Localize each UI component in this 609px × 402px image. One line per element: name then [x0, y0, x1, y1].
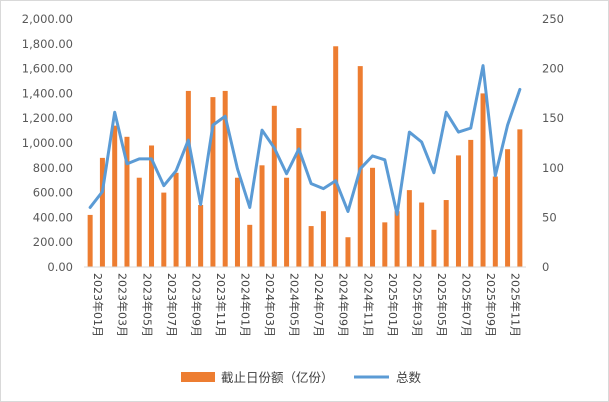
bar-shares	[345, 237, 351, 267]
bar-shares	[419, 202, 425, 267]
bar-shares	[124, 136, 130, 267]
bar-shares	[87, 214, 93, 267]
bar-shares	[271, 105, 277, 267]
y-left-tick-label: 800.00	[33, 161, 73, 175]
x-tick-label: 2023年05月	[140, 273, 154, 337]
bar-shares	[382, 222, 388, 267]
y-left-tick-label: 1,000.00	[22, 136, 73, 150]
y-left-tick-label: 1,600.00	[22, 62, 73, 76]
bar-shares	[136, 177, 142, 267]
y-right-tick-label: 250	[542, 12, 564, 26]
x-tick-label: 2025年01月	[386, 273, 400, 337]
x-tick-label: 2023年01月	[91, 273, 105, 337]
x-tick-label: 2023年09月	[189, 273, 203, 337]
y-right-tick-label: 100	[542, 161, 564, 175]
bar-shares	[173, 172, 179, 267]
bar-shares	[431, 229, 437, 267]
bar-shares	[308, 226, 314, 267]
bar-shares	[443, 200, 449, 267]
x-tick-label: 2023年03月	[116, 273, 130, 337]
y-left-tick-label: 2,000.00	[22, 12, 73, 26]
x-tick-label: 2024年05月	[288, 273, 302, 337]
bar-shares	[394, 211, 400, 267]
bar-shares	[370, 167, 376, 267]
y-left-tick-label: 200.00	[33, 235, 73, 249]
y-left-tick-label: 1,200.00	[22, 111, 73, 125]
x-tick-label: 2024年03月	[263, 273, 277, 337]
bar-shares	[296, 128, 302, 267]
bar-shares	[185, 90, 191, 267]
y-left-tick-label: 600.00	[33, 186, 73, 200]
x-tick-label: 2024年11月	[361, 273, 375, 337]
line-total-count	[88, 64, 522, 216]
x-tick-label: 2024年09月	[337, 273, 351, 337]
legend-bar-swatch	[181, 372, 215, 382]
legend-bar-label: 截止日份额（亿份）	[221, 370, 334, 385]
bar-shares	[480, 93, 486, 268]
bar-shares	[99, 157, 105, 267]
bar-shares	[247, 224, 253, 267]
bar-shares	[455, 155, 461, 267]
bar-shares	[112, 125, 118, 267]
x-tick-label: 2025年05月	[435, 273, 449, 337]
bar-shares	[468, 139, 474, 267]
bar-shares	[161, 192, 167, 267]
y-right-tick-label: 200	[542, 62, 564, 76]
bar-shares	[259, 165, 265, 267]
y-left-tick-label: 1,400.00	[22, 86, 73, 100]
x-tick-label: 2025年07月	[459, 273, 473, 337]
x-tick-label: 2023年11月	[214, 273, 228, 337]
bar-shares	[320, 211, 326, 267]
bar-shares	[333, 46, 339, 267]
bar-shares	[517, 129, 523, 267]
bar-shares	[357, 66, 363, 268]
y-left-tick-label: 0.00	[47, 260, 73, 274]
bar-shares	[284, 177, 290, 267]
bar-shares	[210, 97, 216, 268]
bar-shares	[505, 149, 511, 267]
y-right-tick-label: 50	[542, 210, 557, 224]
x-tick-label: 2025年09月	[484, 273, 498, 337]
x-tick-label: 2025年03月	[410, 273, 424, 337]
x-tick-label: 2024年07月	[312, 273, 326, 337]
bar-shares	[492, 176, 498, 267]
bar-shares	[198, 205, 204, 267]
bar-shares	[222, 90, 228, 267]
y-left-tick-label: 1,800.00	[22, 37, 73, 51]
bar-shares	[149, 145, 155, 267]
y-left-tick-label: 400.00	[33, 210, 73, 224]
y-right-tick-label: 0	[542, 260, 549, 274]
legend-line-label: 总数	[396, 370, 422, 385]
bar-shares	[234, 177, 240, 267]
bar-shares	[406, 190, 412, 267]
y-right-tick-label: 150	[542, 111, 564, 125]
x-tick-label: 2023年07月	[165, 273, 179, 337]
x-tick-label: 2025年11月	[509, 273, 523, 337]
x-tick-label: 2024年01月	[238, 273, 252, 337]
